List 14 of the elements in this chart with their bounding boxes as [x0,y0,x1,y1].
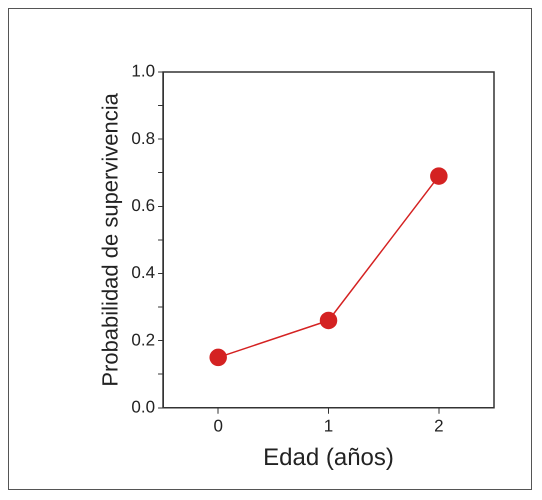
y-tick-label: 1.0 [131,62,156,81]
y-tick-label: 0.4 [131,263,156,282]
y-tick-label: 0.2 [131,330,156,350]
text: 0.0 [131,397,156,416]
point [320,312,338,330]
y-tick-label: 0.8 [131,128,156,148]
point [430,167,448,185]
point [209,348,227,366]
y-axis-title: Probabilidad de supervivencia [97,92,122,387]
x-tick-label: 1 [324,416,334,436]
x-tick-label: 0 [213,416,223,436]
x-tick-label: 2 [434,416,444,436]
x-axis-title: Edad (años) [263,444,394,472]
y-tick-label: 0.6 [131,196,156,216]
